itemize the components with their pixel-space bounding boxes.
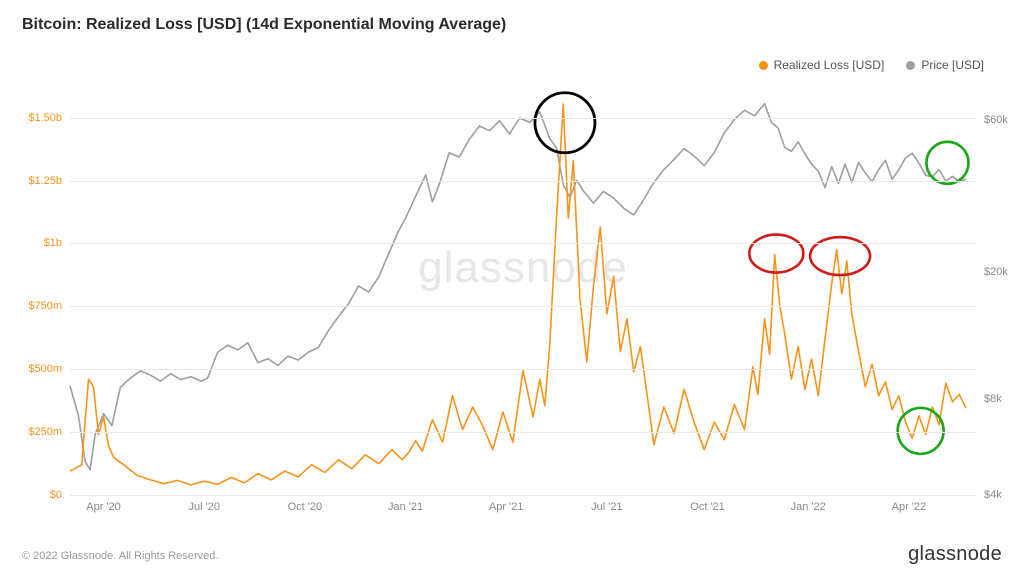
copyright: © 2022 Glassnode. All Rights Reserved. <box>22 550 218 562</box>
y-right-tick-label: $8k <box>976 393 1002 405</box>
x-tick-label: Apr '20 <box>86 495 121 513</box>
y-left-tick-label: $0 <box>50 489 70 501</box>
y-right-tick-label: $4k <box>976 489 1002 501</box>
x-tick-label: Jul '20 <box>188 495 219 513</box>
annotation-circle <box>898 408 944 454</box>
legend: Realized Loss [USD] Price [USD] <box>759 58 984 72</box>
y-left-tick-label: $1b <box>44 237 70 249</box>
y-right-tick-label: $20k <box>976 266 1008 278</box>
legend-dot-icon <box>906 61 915 70</box>
chart-plot-area: glassnode $0$250m$500m$750m$1b$1.25b$1.5… <box>70 80 976 495</box>
x-tick-label: Jan '21 <box>388 495 423 513</box>
legend-label: Realized Loss [USD] <box>774 58 885 72</box>
y-left-tick-label: $1.50b <box>28 112 70 124</box>
legend-dot-icon <box>759 61 768 70</box>
legend-item-realized-loss: Realized Loss [USD] <box>759 58 885 72</box>
chart-title: Bitcoin: Realized Loss [USD] (14d Expone… <box>22 16 506 34</box>
legend-label: Price [USD] <box>921 58 984 72</box>
x-tick-label: Oct '20 <box>288 495 323 513</box>
y-left-tick-label: $250m <box>28 426 70 438</box>
y-left-tick-label: $500m <box>28 363 70 375</box>
x-tick-label: Oct '21 <box>690 495 725 513</box>
brand-logo: glassnode <box>908 543 1002 566</box>
series-realized-loss-line <box>70 104 966 485</box>
x-tick-label: Apr '21 <box>489 495 524 513</box>
x-tick-label: Apr '22 <box>892 495 927 513</box>
y-left-tick-label: $1.25b <box>28 175 70 187</box>
y-right-tick-label: $60k <box>976 114 1008 126</box>
y-left-tick-label: $750m <box>28 300 70 312</box>
x-tick-label: Jan '22 <box>791 495 826 513</box>
x-tick-label: Jul '21 <box>591 495 622 513</box>
legend-item-price: Price [USD] <box>906 58 984 72</box>
annotation-circle <box>926 142 968 184</box>
